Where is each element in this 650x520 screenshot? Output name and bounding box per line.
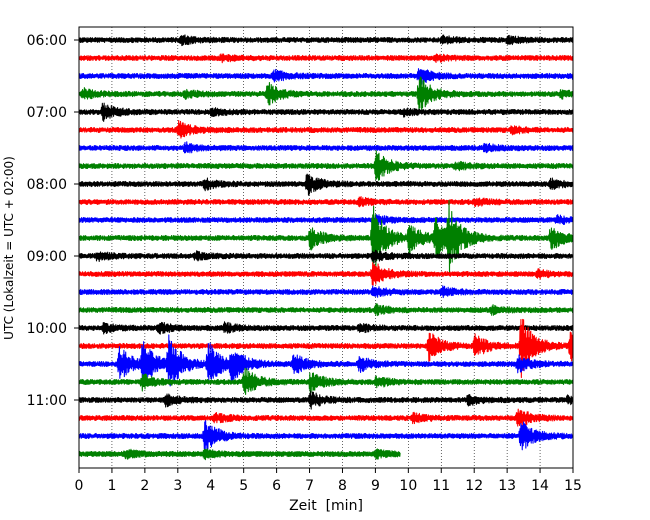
x-tick-label: 8 bbox=[338, 478, 347, 494]
y-axis-label: UTC (Lokalzeit = UTC + 02:00) bbox=[2, 156, 16, 340]
seismic-trace bbox=[79, 285, 573, 299]
seismic-trace bbox=[79, 53, 573, 64]
seismic-trace bbox=[79, 68, 573, 86]
y-tick-label: 09:00 bbox=[27, 249, 67, 265]
y-tick-label: 10:00 bbox=[27, 321, 67, 337]
y-tick-label: 07:00 bbox=[27, 105, 67, 121]
traces-group bbox=[79, 34, 573, 461]
x-tick-label: 3 bbox=[173, 478, 182, 494]
y-tick-label: 08:00 bbox=[27, 177, 67, 193]
x-tick-label: 4 bbox=[206, 478, 215, 494]
seismic-trace bbox=[79, 34, 573, 47]
x-tick-label: 14 bbox=[531, 478, 549, 494]
seismic-trace bbox=[79, 448, 401, 461]
seismic-trace bbox=[79, 408, 573, 427]
x-tick-label: 12 bbox=[465, 478, 483, 494]
x-tick-label: 13 bbox=[498, 478, 516, 494]
seismic-trace bbox=[79, 173, 573, 196]
seismic-trace bbox=[79, 76, 573, 111]
x-tick-label: 1 bbox=[107, 478, 116, 494]
seismic-trace bbox=[79, 150, 573, 181]
seismic-trace bbox=[79, 249, 573, 264]
x-axis-ticks: 0 1 2 3 4 5 6 7 8 9 10 11 12 13 14 15 bbox=[75, 468, 582, 494]
seismic-trace bbox=[79, 141, 573, 154]
seismic-trace bbox=[79, 321, 573, 335]
seismic-trace bbox=[79, 334, 573, 387]
seismic-trace bbox=[79, 102, 573, 122]
x-tick-label: 10 bbox=[399, 478, 417, 494]
seismic-trace bbox=[79, 196, 573, 208]
x-tick-label: 5 bbox=[239, 478, 248, 494]
x-tick-label: 11 bbox=[432, 478, 450, 494]
seismic-trace bbox=[79, 420, 573, 452]
x-tick-label: 7 bbox=[305, 478, 314, 494]
seismic-trace bbox=[79, 367, 573, 395]
seismic-trace bbox=[79, 200, 573, 274]
seismic-trace bbox=[79, 318, 573, 379]
x-tick-label: 0 bbox=[75, 478, 84, 494]
y-tick-label: 11:00 bbox=[27, 393, 67, 409]
seismic-trace bbox=[79, 390, 573, 410]
x-tick-label: 6 bbox=[272, 478, 281, 494]
y-axis-ticks: 06:00 07:00 08:00 09:00 10:00 11:00 bbox=[27, 33, 79, 409]
y-tick-label: 06:00 bbox=[27, 33, 67, 49]
seismic-trace bbox=[79, 303, 573, 317]
x-tick-label: 9 bbox=[371, 478, 380, 494]
plot-frame bbox=[78, 26, 574, 469]
x-tick-label: 15 bbox=[564, 478, 582, 494]
x-tick-label: 2 bbox=[140, 478, 149, 494]
seismic-trace bbox=[79, 262, 573, 286]
seismic-trace bbox=[79, 119, 573, 139]
seismic-trace bbox=[79, 214, 573, 226]
x-axis-label: Zeit [min] bbox=[289, 498, 363, 514]
